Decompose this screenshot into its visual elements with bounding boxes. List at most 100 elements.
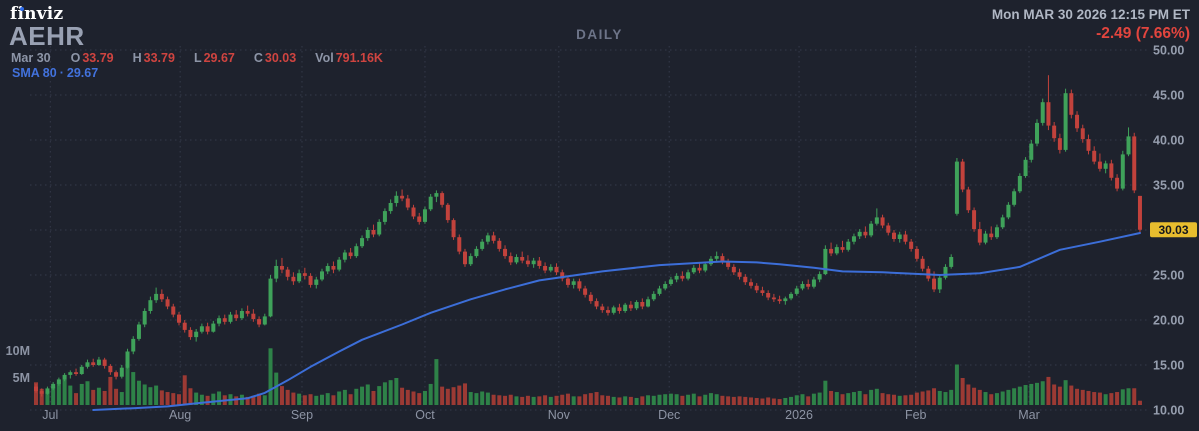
candle-body: [989, 233, 994, 238]
candle-body: [1023, 159, 1028, 176]
volume-bar: [279, 386, 284, 405]
candle-body: [199, 326, 204, 332]
volume-bar: [754, 397, 759, 405]
volume-bar: [234, 396, 239, 405]
volume-bar: [800, 394, 805, 405]
candle-body: [537, 260, 542, 266]
candle-body: [851, 236, 856, 242]
candle-body: [131, 338, 136, 352]
volume-bar: [1069, 385, 1074, 405]
volume-bar: [348, 394, 353, 405]
volume-bar: [297, 393, 302, 405]
volume-bar: [474, 393, 479, 405]
volume-bar: [165, 392, 170, 405]
price-axis-tick: 15.00: [1153, 359, 1184, 373]
candle-body: [1012, 191, 1017, 205]
volume-bar: [68, 385, 73, 405]
candle-body: [1097, 161, 1102, 169]
candle-body: [171, 306, 176, 315]
month-label: Jul: [42, 408, 58, 422]
volume-bar: [914, 392, 919, 405]
volume-bar: [760, 398, 765, 405]
candle-body: [1069, 93, 1074, 115]
volume-bar: [583, 394, 588, 405]
volume-bar: [1092, 392, 1097, 405]
month-label: Oct: [415, 408, 435, 422]
candle-body: [1126, 136, 1131, 155]
volume-bar: [388, 380, 393, 405]
volume-bar: [966, 384, 971, 405]
candle-body: [51, 383, 56, 389]
candle-body: [886, 225, 891, 233]
candle-body: [451, 220, 456, 238]
volume-bar: [262, 395, 267, 405]
candle-body: [920, 258, 925, 269]
volume-bar: [257, 393, 262, 405]
volume-bar: [806, 396, 811, 405]
candle-body: [691, 267, 696, 273]
candle-body: [703, 264, 708, 271]
volume-bar: [977, 389, 982, 405]
volume-bar: [880, 393, 885, 405]
candle-body: [686, 272, 691, 279]
candle-body: [91, 362, 96, 365]
volume-bar: [611, 396, 616, 405]
volume-bar: [1029, 383, 1034, 405]
volume-bar: [371, 390, 376, 405]
finviz-logo[interactable]: finviz: [10, 4, 63, 24]
volume-bar: [142, 384, 147, 405]
candle-body: [354, 246, 359, 257]
volume-bar: [285, 389, 290, 405]
candle-body: [1063, 93, 1068, 150]
candle-body: [869, 223, 874, 236]
volume-bar: [829, 390, 834, 405]
volume-bar: [972, 387, 977, 405]
candle-body: [640, 302, 645, 307]
volume-bar: [102, 390, 107, 405]
volume-bar: [268, 348, 273, 405]
month-label: Sep: [291, 408, 313, 422]
volume-bar: [119, 392, 124, 405]
candle-body: [257, 319, 262, 325]
price-change: -2.49 (7.66%): [1096, 25, 1190, 42]
volume-bar: [994, 393, 999, 405]
candle-body: [634, 302, 639, 309]
volume-bar: [811, 393, 816, 405]
sma-80-line: [92, 232, 1141, 411]
volume-bar: [1017, 386, 1022, 405]
price-axis-tick: 25.00: [1153, 269, 1184, 283]
candle-body: [325, 266, 330, 272]
candle-body: [400, 195, 405, 199]
volume-bar: [291, 392, 296, 405]
candle-body: [932, 278, 937, 290]
candle-body: [937, 277, 942, 290]
volume-bar: [640, 396, 645, 405]
finviz-logo-blue-dot-icon: [19, 7, 24, 11]
volume-bar: [548, 396, 553, 405]
candle-body: [45, 388, 50, 394]
candle-body: [337, 259, 342, 270]
volume-bar: [1137, 400, 1142, 405]
volume-bar: [188, 388, 193, 405]
volume-bar: [726, 396, 731, 405]
candle-body: [823, 248, 828, 275]
volume-bar: [869, 389, 874, 405]
candle-body: [554, 266, 559, 273]
volume-bar: [949, 389, 954, 405]
candle-body: [697, 267, 702, 271]
volume-bar: [926, 390, 931, 405]
volume-bar: [417, 393, 422, 405]
candle-body: [583, 288, 588, 295]
candle-body: [1052, 125, 1057, 139]
candle-body: [834, 247, 839, 254]
candle-body: [445, 204, 450, 221]
candle-body: [1109, 163, 1114, 178]
volume-bar: [743, 396, 748, 405]
volume-bar: [308, 394, 313, 405]
volume-bar: [960, 378, 965, 405]
price-axis-tick: 50.00: [1153, 44, 1184, 58]
volume-bar: [45, 391, 50, 405]
volume-bar: [920, 391, 925, 405]
volume-bar: [199, 394, 204, 405]
